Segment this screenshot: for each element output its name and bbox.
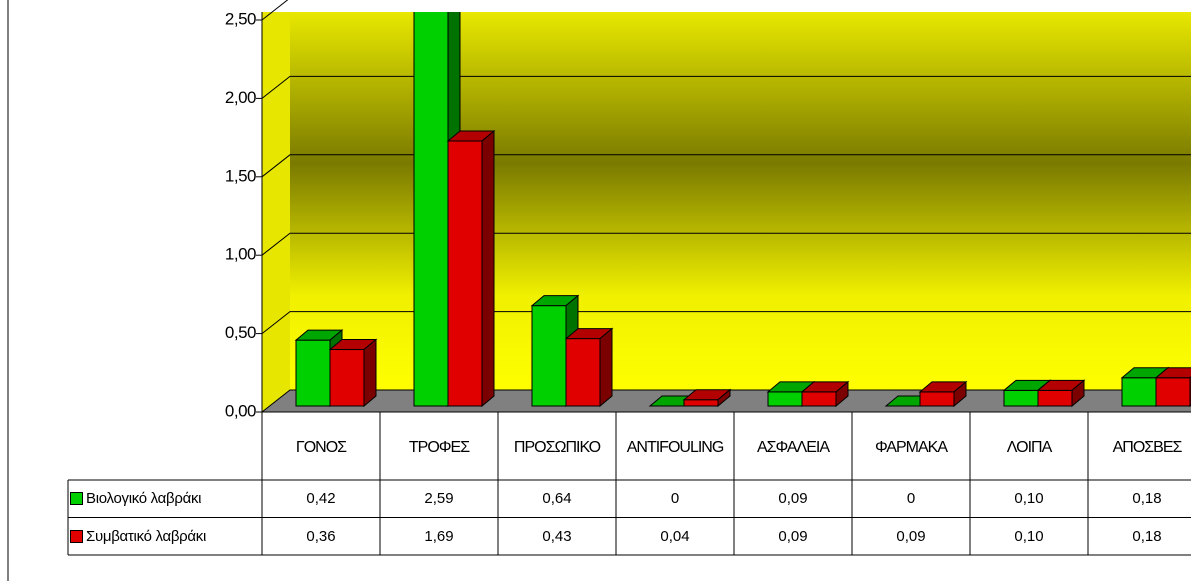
bar-front (329, 349, 365, 407)
category-label: ΠΡΟΣΩΠΙΚΟ (513, 438, 601, 456)
y-tick-label: 0,00 (225, 401, 256, 420)
table-value: 0,64 (542, 490, 572, 507)
bar-front (1155, 377, 1191, 407)
legend-label: Βιολογικό λαβράκι (86, 490, 202, 507)
table-value: 0,04 (660, 527, 690, 545)
table-value: 0,42 (306, 490, 336, 507)
bar (1154, 367, 1191, 408)
bar-side (953, 380, 967, 408)
category-label: ΛΟΙΠΑ (1006, 438, 1052, 456)
category-label: ΓΟΝΟΣ (295, 438, 347, 456)
y-tick-label: 2,50 (225, 9, 256, 28)
table-value: 0,36 (306, 527, 336, 545)
y-tick-label: 2,00 (225, 88, 256, 107)
category-label: ΑΠΟΣΒΕΣ (1112, 438, 1183, 456)
category-label: ANTIFOULING (626, 438, 725, 456)
table-value: 0,09 (896, 527, 926, 545)
side-wall (262, 12, 290, 412)
category-label: ΑΣΦΑΛΕΙΑ (756, 438, 830, 456)
bar-front (531, 305, 567, 407)
bar-front (919, 391, 955, 407)
table-value: 1,69 (424, 527, 454, 545)
table-value: 0,09 (778, 527, 808, 545)
y-tick-label: 1,00 (225, 245, 256, 264)
bar-front (1121, 377, 1157, 407)
table-value: 0,18 (1132, 490, 1162, 507)
bar-front (295, 339, 331, 407)
grid-line (261, 311, 1191, 334)
table-value: 0 (670, 490, 680, 507)
legend-swatch (70, 492, 83, 505)
bar-front (767, 391, 803, 407)
category-label: ΦΑΡΜΑΚΑ (875, 438, 948, 456)
bar-front (565, 338, 601, 407)
grid-line (261, 0, 289, 21)
bar (446, 129, 496, 408)
grid-line (261, 389, 1191, 413)
legend-label: Συμβατικό λαβράκι (86, 527, 207, 545)
table-value: 0,10 (1014, 490, 1044, 507)
category-label: ΤΡΟΦΕΣ (408, 438, 470, 456)
bar-front (1003, 389, 1039, 407)
bar (918, 380, 968, 408)
table-value: 0,43 (542, 527, 572, 545)
bar-front (447, 140, 483, 407)
bar-side (835, 380, 849, 408)
bar-front (683, 399, 719, 407)
bar (564, 327, 614, 408)
table-value: 0,18 (1132, 527, 1162, 545)
table-value: 0,10 (1014, 527, 1044, 545)
grid-line (261, 75, 1191, 99)
legend-swatch (70, 529, 83, 543)
bar-front (801, 391, 837, 407)
grid-line (261, 232, 1191, 256)
table-value: 2,59 (424, 490, 454, 507)
legend-entry: Βιολογικό λαβράκι (70, 480, 201, 517)
bar-side (599, 327, 613, 408)
bar (682, 388, 732, 408)
bar-front (413, 12, 449, 407)
grid-line (261, 154, 1191, 178)
bar-top (1154, 367, 1191, 379)
bar-front (1037, 389, 1073, 407)
legend-entry: Συμβατικό λαβράκι (70, 518, 206, 555)
bar-side (717, 388, 731, 408)
bar (328, 338, 378, 408)
table-value: 0 (906, 490, 916, 507)
bar-side (363, 338, 377, 408)
y-tick-label: 1,50 (225, 166, 256, 185)
y-tick-label: 0,50 (225, 323, 256, 342)
back-wall (290, 12, 1191, 390)
bar (800, 380, 850, 408)
table-value: 0,09 (778, 490, 808, 507)
bar-side (1071, 379, 1085, 408)
bar-side (481, 129, 495, 408)
bar (1036, 379, 1086, 408)
